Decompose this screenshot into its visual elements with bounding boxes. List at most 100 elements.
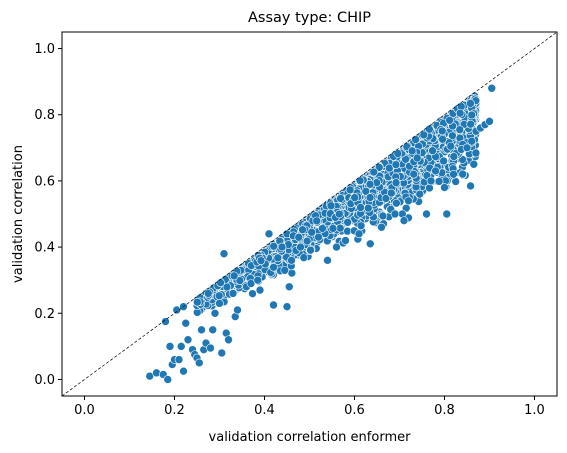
scatter-point: [302, 236, 312, 246]
x-tick-label: 0.6: [344, 403, 365, 418]
scatter-point: [369, 167, 379, 177]
scatter-point: [365, 193, 375, 202]
scatter-point: [350, 193, 359, 202]
scatter-point: [179, 366, 188, 376]
scatter-point: [431, 166, 440, 176]
scatter-point: [235, 276, 245, 285]
scatter-point: [343, 217, 352, 227]
scatter-point: [365, 239, 375, 249]
scatter-point: [334, 209, 344, 219]
scatter-point: [355, 176, 365, 185]
scatter-point: [415, 189, 425, 199]
scatter-point: [345, 185, 355, 195]
scatter-point: [466, 181, 475, 191]
scatter-point: [284, 282, 294, 292]
scatter-point: [172, 305, 182, 315]
scatter-point: [298, 225, 307, 235]
scatter-point: [485, 117, 494, 126]
scatter-point: [174, 355, 184, 364]
scatter-point: [208, 325, 218, 335]
scatter-point: [312, 216, 322, 226]
scatter-point: [256, 256, 266, 265]
scatter-point: [214, 291, 224, 301]
scatter-point: [145, 371, 155, 381]
scatter-point: [323, 256, 332, 265]
scatter-point: [356, 203, 365, 212]
scatter-point: [206, 343, 215, 353]
scatter-point: [215, 299, 224, 308]
y-tick-label: 1.0: [34, 42, 55, 57]
scatter-point: [458, 169, 467, 179]
scatter-point: [446, 141, 456, 151]
scatter-point: [393, 149, 403, 158]
scatter-point: [194, 358, 204, 368]
scatter-point: [280, 265, 290, 275]
scatter-point: [392, 198, 401, 208]
scatter-point: [442, 209, 452, 219]
scatter-point: [361, 186, 371, 196]
scatter-point: [428, 146, 437, 156]
y-tick-label: 0.0: [34, 373, 55, 388]
scatter-point: [183, 335, 193, 345]
x-tick-label: 0.0: [74, 403, 95, 418]
scatter-point: [219, 249, 229, 259]
scatter-point: [318, 224, 327, 233]
scatter-point: [307, 227, 317, 237]
scatter-point: [445, 115, 454, 125]
scatter-point: [377, 222, 386, 232]
y-tick-label: 0.8: [34, 108, 55, 123]
scatter-point: [341, 236, 350, 245]
scatter-point: [217, 348, 227, 358]
scatter-point: [264, 229, 274, 239]
scatter-point: [422, 209, 431, 219]
scatter-point: [233, 305, 242, 315]
scatter-point: [437, 126, 447, 136]
scatter-point: [462, 143, 472, 153]
scatter-point: [181, 318, 191, 328]
scatter-point: [391, 160, 401, 169]
scatter-point: [269, 241, 279, 251]
scatter-point: [365, 179, 375, 189]
scatter-point: [224, 335, 233, 345]
scatter-point: [407, 146, 417, 156]
x-tick-label: 1.0: [524, 403, 545, 418]
scatter-point: [269, 300, 278, 310]
y-axis-label: validation correlation: [11, 145, 26, 283]
scatter-point: [455, 108, 465, 118]
scatter-point: [466, 99, 475, 108]
x-tick-label: 0.2: [164, 403, 185, 418]
scatter-point: [306, 245, 315, 255]
scatter-point: [356, 221, 366, 231]
scatter-point: [253, 275, 263, 285]
y-tick-label: 0.6: [34, 174, 55, 189]
scatter-point: [381, 194, 391, 203]
scatter-point: [469, 159, 479, 169]
scatter-point: [255, 285, 265, 295]
scatter-point: [314, 232, 323, 242]
scatter-point: [193, 297, 202, 307]
scatter-point: [269, 262, 278, 272]
scatter-point: [471, 148, 481, 158]
x-tick-label: 0.4: [254, 403, 275, 418]
scatter-point: [451, 177, 460, 186]
plot-frame: [61, 31, 558, 397]
scatter-point: [328, 224, 338, 233]
scatter-point: [326, 201, 336, 211]
scatter-point: [246, 279, 256, 288]
scatter-points: [145, 83, 497, 384]
y-axis-ticks: 0.0 0.2 0.4 0.6 0.8 1.0: [34, 42, 62, 388]
scatter-point: [363, 203, 373, 213]
scatter-point: [455, 125, 465, 134]
scatter-point: [425, 124, 434, 134]
scatter-point: [399, 216, 409, 225]
x-axis-label: validation correlation enformer: [209, 430, 412, 445]
scatter-point: [354, 229, 364, 239]
scatter-point: [409, 169, 419, 179]
scatter-point: [487, 83, 497, 93]
scatter-point: [390, 209, 400, 219]
scatter-point: [419, 130, 429, 140]
scatter-point: [273, 253, 283, 263]
scatter-point: [449, 152, 459, 161]
scatter-point: [412, 153, 422, 163]
